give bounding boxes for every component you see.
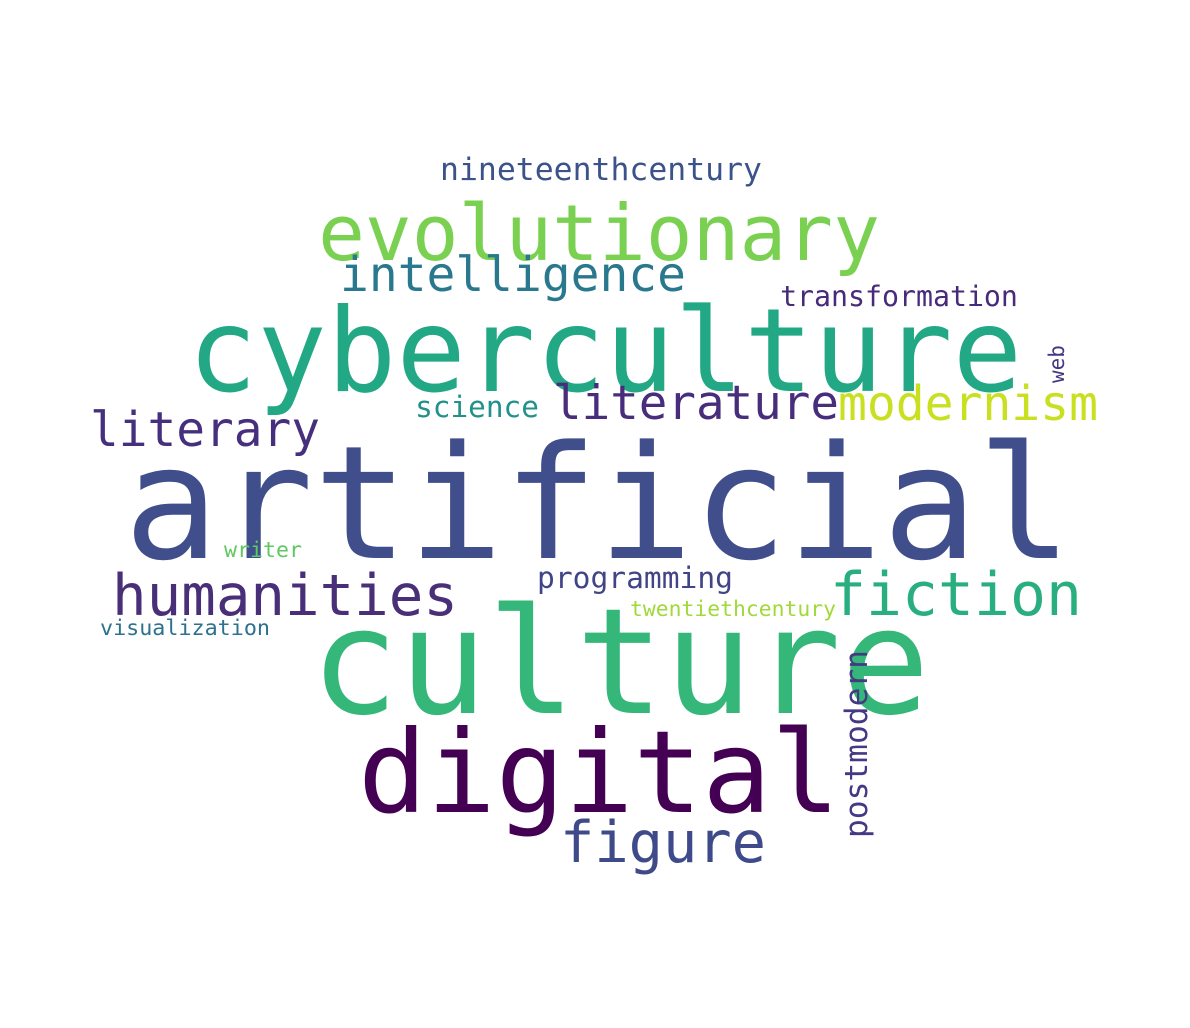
word-postmodern: postmodern [839,650,876,838]
word-science: science [415,390,539,425]
word-programming: programming [537,561,733,596]
word-literary: literary [90,403,320,459]
word-web: web [1044,345,1069,383]
word-twentiethcentury: twentiethcentury [630,597,836,623]
word-evolutionary: evolutionary [318,189,880,280]
word-nineteenthcentury: nineteenthcentury [440,152,762,189]
word-humanities: humanities [112,562,458,630]
word-fiction: fiction [830,561,1082,631]
word-intelligence: intelligence [340,248,686,304]
word-visualization: visualization [100,616,270,642]
word-digital: digital [358,705,840,839]
word-modernism: modernism [838,376,1098,432]
word-culture: culture [310,576,930,748]
word-artificial: artificial [123,413,1073,597]
word-cyberculture: cyberculture [187,285,1023,420]
word-transformation: transformation [780,279,1018,313]
word-writer: writer [224,538,302,564]
word-literature: literature [553,376,839,432]
word-figure: figure [560,810,766,877]
